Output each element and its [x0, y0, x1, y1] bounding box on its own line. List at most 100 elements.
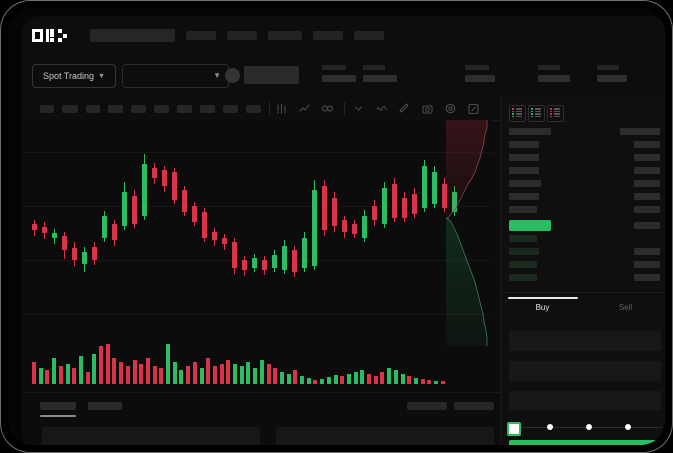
- candle-body: [152, 168, 157, 178]
- line-chart-icon[interactable]: [298, 102, 311, 115]
- stat-change-label: [322, 65, 346, 70]
- timeframe-10[interactable]: [246, 105, 261, 113]
- timeframe-6[interactable]: [154, 105, 169, 113]
- trading-mode-selector[interactable]: Spot Trading ▼: [32, 64, 116, 88]
- volume-bar-59: [427, 380, 432, 384]
- wave-chart-icon[interactable]: [375, 102, 388, 115]
- timeframe-9[interactable]: [223, 105, 238, 113]
- nav-item-1[interactable]: [186, 31, 216, 40]
- bid-depth-line: [446, 217, 488, 346]
- amount-field[interactable]: [509, 361, 661, 381]
- total-field[interactable]: [509, 391, 661, 411]
- tab-buy[interactable]: Buy: [535, 303, 550, 312]
- candle-body: [72, 248, 77, 260]
- price-field[interactable]: [509, 331, 661, 351]
- volume-bar-47: [346, 374, 351, 384]
- orderbook-ask-row[interactable]: [509, 180, 541, 187]
- candle-body: [202, 212, 207, 238]
- trading-pair-selector[interactable]: ▼: [122, 64, 229, 88]
- orderbook-ask-row[interactable]: [509, 128, 551, 135]
- nav-item-3[interactable]: [268, 31, 302, 40]
- timeframe-8[interactable]: [200, 105, 215, 113]
- drawing-tools-icon[interactable]: [398, 102, 411, 115]
- amount-slider-stop-1[interactable]: [586, 424, 592, 430]
- orderbook-icon-bar: [535, 113, 541, 115]
- settings-gear-icon[interactable]: [444, 102, 457, 115]
- candle-39: [422, 120, 427, 338]
- amount-slider-handle[interactable]: [507, 422, 521, 436]
- candlestick-chart-icon[interactable]: [275, 102, 288, 115]
- orderbook-bid-row[interactable]: [509, 261, 537, 268]
- candle-body: [332, 198, 337, 226]
- candle-20: [232, 120, 237, 338]
- orderbook-icon-bar: [535, 115, 541, 118]
- candle-body: [412, 194, 417, 214]
- orderbook-spread-price[interactable]: [509, 220, 551, 231]
- volume-bar-60: [434, 381, 438, 384]
- timeframe-7[interactable]: [177, 105, 192, 113]
- candle-8: [112, 120, 117, 338]
- timeframe-2[interactable]: [62, 105, 78, 113]
- volume-bar-25: [199, 368, 204, 384]
- candle-body: [122, 192, 127, 226]
- candle-41: [442, 120, 447, 338]
- candle-30: [332, 120, 337, 338]
- timeframe-1[interactable]: [40, 105, 54, 113]
- candle-6: [92, 120, 97, 338]
- orderbook-ask-row[interactable]: [509, 206, 537, 213]
- bid-depth-area: [446, 218, 487, 346]
- orderbook-view-both-icon[interactable]: [509, 105, 526, 122]
- orderbook-ask-row[interactable]: [509, 193, 539, 200]
- candle-15: [182, 120, 187, 338]
- candle-body: [272, 255, 277, 268]
- orderbook-bid-row[interactable]: [509, 235, 537, 242]
- tab-open-orders[interactable]: [40, 402, 76, 410]
- nav-item-2[interactable]: [227, 31, 257, 40]
- orderbook-ask-row[interactable]: [509, 154, 539, 161]
- orderbook-view-bids-icon[interactable]: [528, 105, 545, 122]
- timeframe-5[interactable]: [131, 105, 146, 113]
- bottom-control-2[interactable]: [454, 402, 494, 410]
- candle-body: [182, 190, 187, 212]
- search-input[interactable]: [90, 29, 175, 42]
- nav-item-5[interactable]: [354, 31, 384, 40]
- timeframe-4[interactable]: [108, 105, 123, 113]
- candle-24: [272, 120, 277, 338]
- tab-sell[interactable]: Sell: [618, 303, 633, 312]
- toolbar-divider: [344, 102, 345, 115]
- orderbook-bid-row[interactable]: [509, 274, 537, 281]
- volume-bar-12: [112, 358, 117, 384]
- orderbook-ask-row[interactable]: [509, 167, 539, 174]
- fullscreen-icon[interactable]: [467, 102, 480, 115]
- volume-bar-11: [105, 344, 110, 384]
- amount-slider-stop-0[interactable]: [547, 424, 553, 430]
- orderbook-icon-bar: [516, 110, 522, 113]
- orderbook-bid-row[interactable]: [509, 248, 539, 255]
- orderbook-bid-amount: [634, 274, 660, 281]
- orderbook-ask-row[interactable]: [509, 141, 539, 148]
- coin-avatar: [225, 68, 240, 83]
- price-chart[interactable]: [22, 120, 492, 392]
- camera-icon[interactable]: [421, 102, 434, 115]
- bottom-control-1[interactable]: [407, 402, 447, 410]
- volume-bar-6: [72, 368, 77, 384]
- orderbook-icon-bar: [535, 108, 541, 110]
- candle-33: [362, 120, 367, 338]
- orderbook-ask-amount: [620, 128, 660, 135]
- timeframe-3[interactable]: [86, 105, 100, 113]
- okx-logo[interactable]: [32, 29, 76, 42]
- market-info-bar: Spot Trading ▼ ▼: [22, 53, 665, 98]
- volume-bar-23: [186, 366, 191, 384]
- orderbook-view-asks-icon[interactable]: [547, 105, 564, 122]
- amount-slider-stop-2[interactable]: [625, 424, 631, 430]
- active-tab-indicator: [40, 415, 76, 417]
- tab-order-history[interactable]: [88, 402, 122, 410]
- indicator-icon[interactable]: [321, 102, 334, 115]
- candle-body: [102, 216, 107, 238]
- chevron-down-icon[interactable]: [352, 102, 365, 115]
- candle-9: [122, 120, 127, 338]
- place-order-button[interactable]: [509, 440, 661, 445]
- nav-item-4[interactable]: [313, 31, 343, 40]
- orders-panel: [22, 392, 500, 445]
